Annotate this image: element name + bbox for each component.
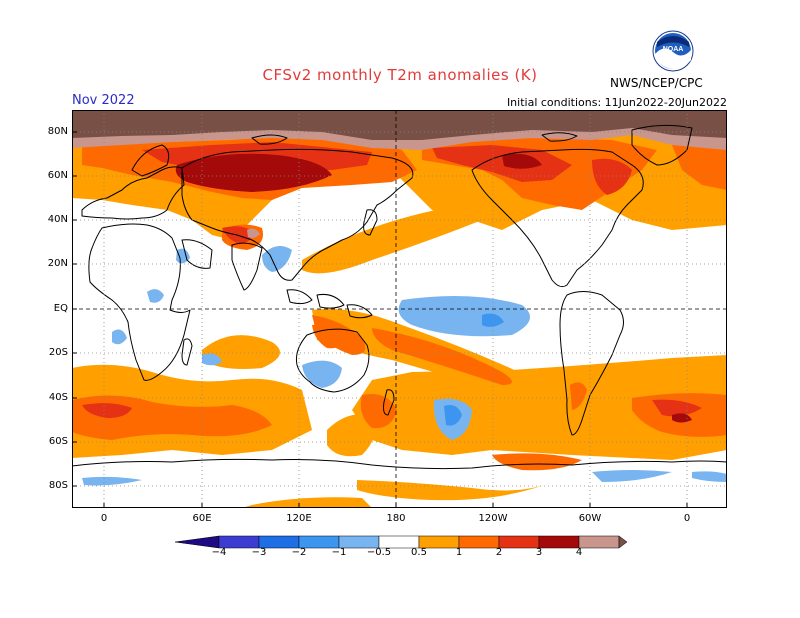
agency-label: NWS/NCEP/CPC — [610, 76, 703, 90]
lon-label-120w: 120W — [478, 513, 508, 524]
map-title: CFSv2 monthly T2m anomalies (K) — [262, 66, 538, 84]
lat-label-40n: 40N — [47, 214, 68, 225]
lon-label-0-right: 0 — [683, 513, 691, 524]
lon-label-0: 0 — [100, 513, 108, 524]
lat-label-80n: 80N — [47, 126, 68, 137]
lon-label-60e: 60E — [192, 513, 212, 524]
lat-label-40s: 40S — [48, 392, 68, 403]
colorbar-arrow-right — [618, 535, 627, 549]
lat-label-60s: 60S — [48, 436, 68, 447]
noaa-logo-icon: NOAA — [652, 30, 694, 72]
colorbar-label: 1 — [455, 547, 463, 558]
forecast-month: Nov 2022 — [72, 93, 135, 108]
anomaly-blue-layer — [444, 313, 504, 426]
lat-label-80s: 80S — [48, 480, 68, 491]
colorbar-label: −0.5 — [366, 547, 392, 558]
lat-label-20n: 20N — [47, 258, 68, 269]
lon-label-60w: 60W — [578, 513, 602, 524]
anomaly-darkred-layer — [175, 153, 692, 423]
lon-label-180: 180 — [386, 513, 406, 524]
initial-conditions: Initial conditions: 11Jun2022-20Jun2022 — [506, 96, 727, 109]
lon-label-120e: 120E — [286, 513, 312, 524]
colorbar — [175, 535, 627, 549]
colorbar-label: 4 — [575, 547, 583, 558]
noaa-logo-text: NOAA — [663, 46, 684, 53]
map-ticks — [72, 131, 688, 508]
colorbar-label: 0.5 — [411, 547, 427, 558]
lat-label-20s: 20S — [48, 347, 68, 358]
colorbar-label: 3 — [535, 547, 543, 558]
colorbar-label: −4 — [211, 547, 227, 558]
lat-label-eq: EQ — [53, 303, 68, 314]
colorbar-label: −2 — [291, 547, 307, 558]
anomaly-map — [72, 110, 727, 508]
colorbar-label: −1 — [331, 547, 347, 558]
anomaly-pink-layer — [72, 110, 727, 238]
lat-label-60n: 60N — [47, 170, 68, 181]
colorbar-label: −3 — [251, 547, 267, 558]
coastlines — [72, 124, 727, 470]
equator-dateline — [72, 110, 727, 508]
colorbar-label: 2 — [495, 547, 503, 558]
